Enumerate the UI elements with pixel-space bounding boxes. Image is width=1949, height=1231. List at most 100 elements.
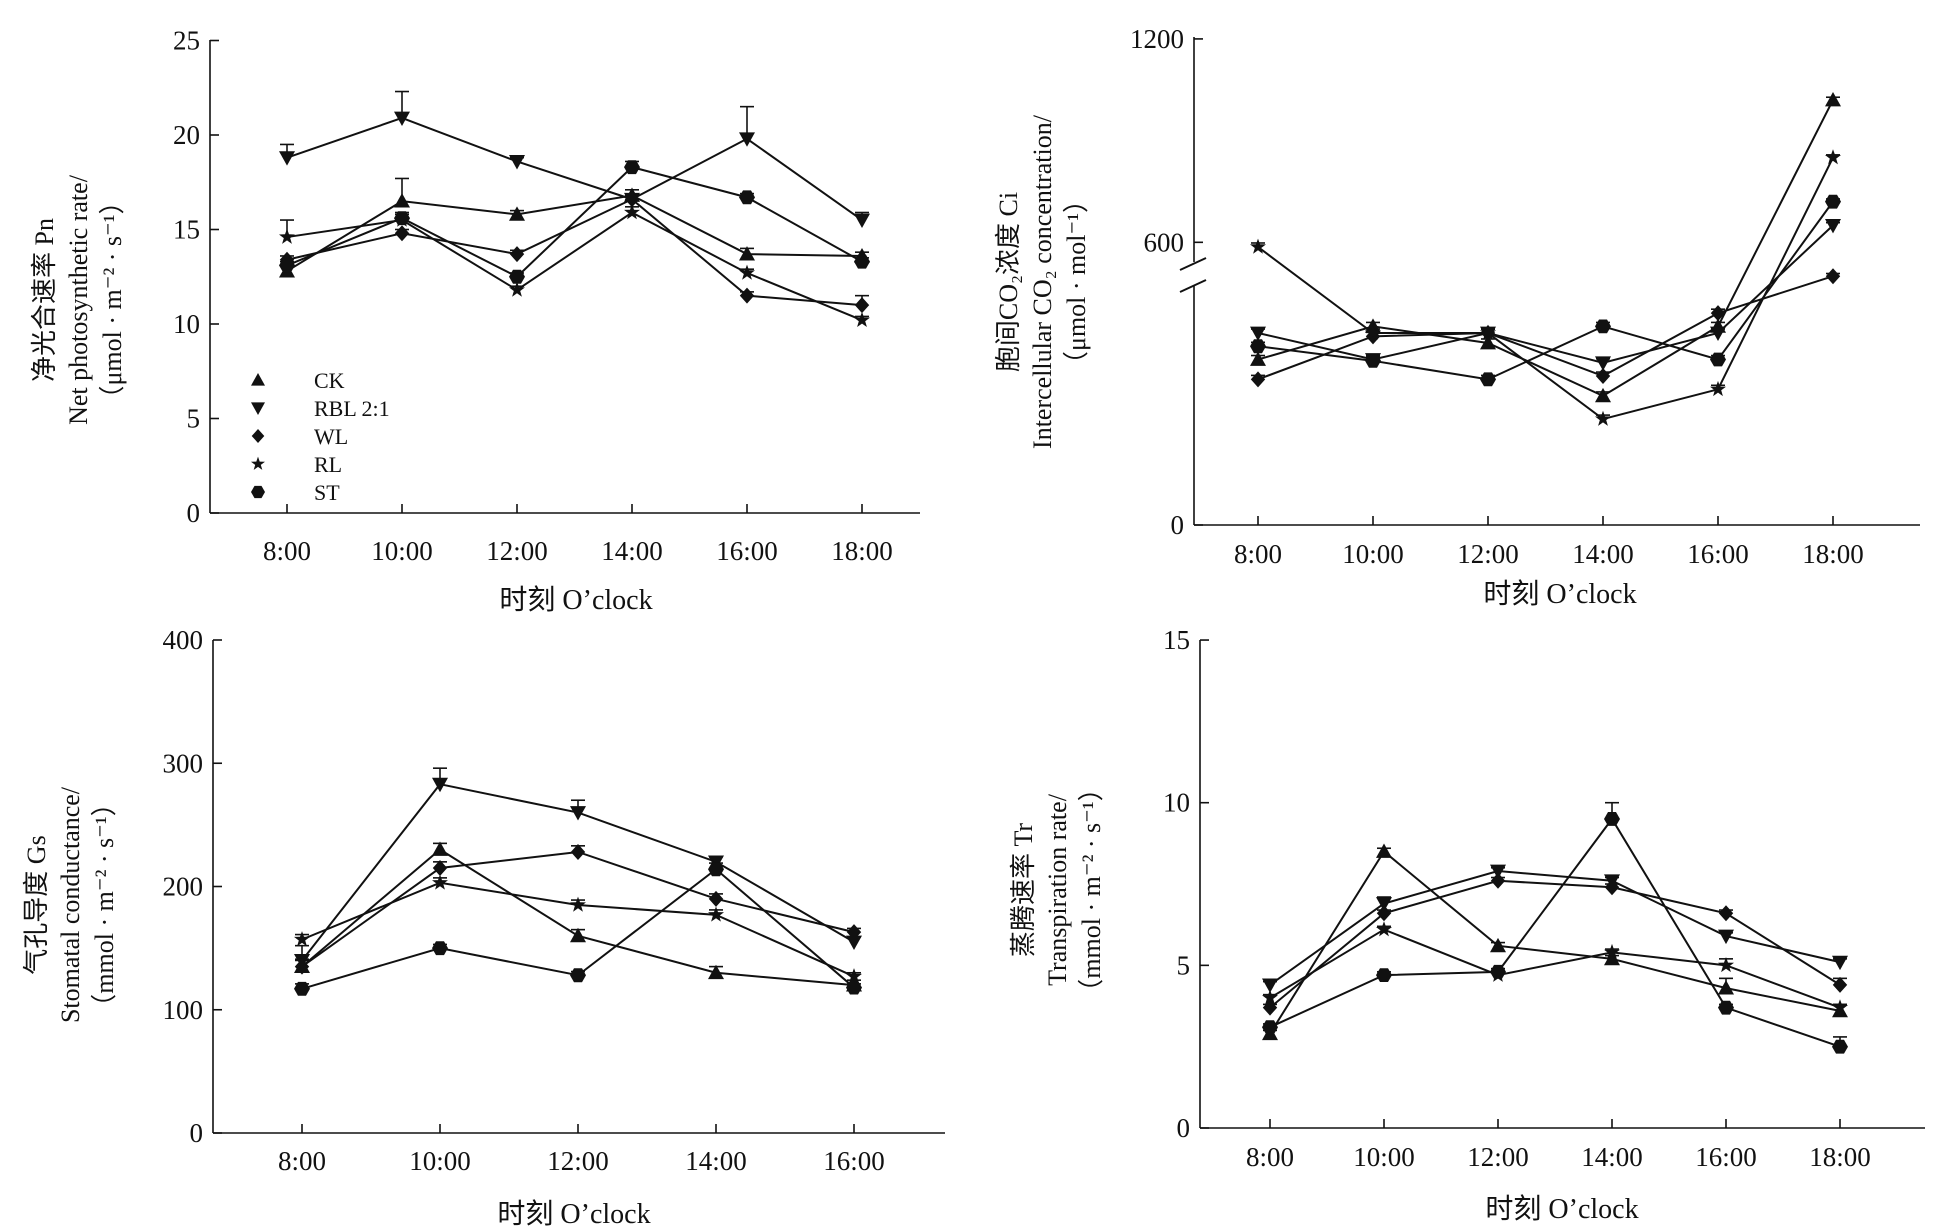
pn-y-label: 净光合速率 Pn Net photosynthetic rate/ （μmol … <box>30 174 127 425</box>
pn-series-line-wl <box>286 198 863 307</box>
gs-x-tick-label: 14:00 <box>685 1146 747 1176</box>
gs-point-wl <box>294 958 310 975</box>
ci-axis-break-mark-lower <box>1179 279 1207 293</box>
ci-y-tick-label: 0 <box>1171 510 1185 540</box>
gs-point-rl <box>570 896 586 912</box>
gs-point-ck <box>570 927 586 943</box>
pn-y-tick-label: 20 <box>173 120 200 150</box>
pn-point-rl <box>624 204 640 220</box>
gs-x-tick-label: 16:00 <box>823 1146 885 1176</box>
ci-point-rbl-2-1 <box>1595 356 1611 371</box>
ci-x-tick-label: 14:00 <box>1572 539 1634 569</box>
gs-y-tick-label: 300 <box>163 748 204 778</box>
pn-x-tick-label: 18:00 <box>831 536 893 566</box>
pn-point-st <box>624 160 640 175</box>
tr-series-line-ck <box>1269 849 1841 1035</box>
pn-x-tick-label: 10:00 <box>371 536 433 566</box>
ci-series-line-wl <box>1257 275 1834 381</box>
gs-point-rl <box>294 931 310 947</box>
tr-series-line-rbl-2-1 <box>1269 870 1841 986</box>
gs-point-wl <box>846 924 862 941</box>
ci-point-ck <box>1480 334 1496 350</box>
legend-marker-rbl-2-1 <box>251 402 265 415</box>
gs-point-rl <box>846 968 862 984</box>
gs-point-st <box>432 941 448 956</box>
ci-x-tick-label: 8:00 <box>1234 539 1282 569</box>
gs-x-tick-label: 10:00 <box>409 1146 471 1176</box>
ci-point-st <box>1595 319 1611 334</box>
legend-label: WL <box>314 424 348 449</box>
gs-y-label: 气孔导度 Gs Stomatal conductance/ （mmol · m⁻… <box>22 786 119 1023</box>
tr-y-tick-label: 10 <box>1163 788 1190 818</box>
tr-point-wl <box>1490 872 1506 889</box>
ci-axis-break-mark-upper <box>1179 257 1207 271</box>
pn-point-ck <box>739 246 755 261</box>
pn-point-rbl-2-1 <box>394 111 410 126</box>
pn-series-line-ck <box>286 194 863 272</box>
ci-point-rl <box>1365 324 1381 340</box>
pn-x-tick-label: 12:00 <box>486 536 548 566</box>
legend-label: CK <box>314 368 345 393</box>
ci-x-tick-label: 18:00 <box>1802 539 1864 569</box>
pn-point-ck <box>394 193 410 208</box>
ci-y-label: 胞间CO₂浓度 Ci Intercellular CO₂ concentrati… <box>994 114 1091 449</box>
tr-point-ck <box>1490 937 1506 953</box>
pn-y-tick-label: 10 <box>173 309 200 339</box>
ci-point-wl <box>1250 371 1266 388</box>
pn-point-rl <box>509 281 525 297</box>
tr-x-tick-label: 14:00 <box>1581 1142 1643 1172</box>
pn-point-rbl-2-1 <box>509 155 525 170</box>
ci-y-label-line-3: （μmol · mol⁻¹） <box>1062 187 1091 377</box>
gs-series-line-wl <box>301 850 855 968</box>
ci-x-tick-label: 10:00 <box>1342 539 1404 569</box>
tr-point-st <box>1376 968 1392 982</box>
tr-point-rl <box>1832 999 1848 1015</box>
ci-point-st <box>1365 353 1381 368</box>
gs-point-rl <box>432 874 448 890</box>
gs-point-st <box>846 980 862 995</box>
ci-series-line-rbl-2-1 <box>1257 224 1834 364</box>
tr-point-wl <box>1832 976 1848 993</box>
pn-x-tick-label: 14:00 <box>601 536 663 566</box>
ci-point-wl <box>1825 268 1841 285</box>
gs-y-tick-label: 400 <box>163 625 204 655</box>
gs-point-st <box>294 981 310 996</box>
tr-point-ck <box>1718 980 1734 995</box>
gs-point-wl <box>432 860 448 877</box>
tr-point-wl <box>1376 905 1392 922</box>
pn-point-wl <box>394 225 410 242</box>
pn-point-rbl-2-1 <box>854 213 870 229</box>
pn-y-tick-label: 15 <box>173 215 200 245</box>
pn-y-label-line-1: 净光合速率 Pn <box>30 218 59 382</box>
tr-series-line-rl <box>1269 928 1841 1009</box>
tr-point-st <box>1604 812 1620 826</box>
pn-point-st <box>739 190 755 205</box>
ci-point-ck <box>1250 351 1266 366</box>
ci-y-tick-label: 1200 <box>1130 24 1184 54</box>
ci-y-label-line-2: Intercellular CO₂ concentration/ <box>1028 114 1057 449</box>
legend-label: ST <box>314 480 340 505</box>
pn-point-rl <box>279 228 295 244</box>
tr-point-rbl-2-1 <box>1832 955 1848 971</box>
tr-x-tick-label: 12:00 <box>1467 1142 1529 1172</box>
tr-point-rl <box>1604 943 1620 960</box>
ci-point-st <box>1710 352 1726 367</box>
tr-x-tick-label: 8:00 <box>1246 1142 1294 1172</box>
ci-point-rl <box>1250 238 1266 254</box>
legend: CK RBL 2:1 WL RL ST <box>251 368 390 505</box>
ci-series-line-ck <box>1257 99 1834 398</box>
pn-x-label: 时刻 O’clock <box>499 584 652 616</box>
ci-point-st <box>1825 194 1841 209</box>
panel-tr: 0 5 10 15 8:00 10:00 12:00 14:00 16:00 18:00 时刻 … <box>1009 625 1925 1225</box>
tr-point-rbl-2-1 <box>1376 897 1392 912</box>
tr-x-tick-label: 18:00 <box>1809 1142 1871 1172</box>
gs-point-rbl-2-1 <box>570 806 586 821</box>
pn-point-wl <box>509 246 525 263</box>
ci-x-tick-label: 12:00 <box>1457 539 1519 569</box>
pn-point-ck <box>509 206 525 221</box>
pn-x-tick-label: 8:00 <box>263 536 311 566</box>
ci-point-st <box>1250 339 1266 354</box>
tr-x-tick-label: 10:00 <box>1353 1142 1415 1172</box>
pn-point-st <box>394 211 410 226</box>
